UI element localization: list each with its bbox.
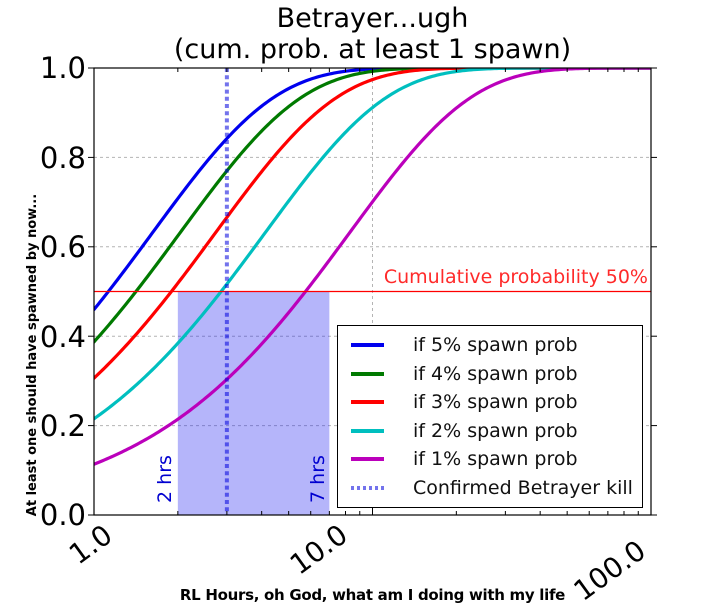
legend-entry-label: if 4% spawn prob xyxy=(413,362,578,385)
curve-3pct xyxy=(94,68,651,380)
y-tick-label: 0.6 xyxy=(39,230,86,264)
legend-line-sample xyxy=(351,371,384,376)
y-tick-label: 0.0 xyxy=(39,498,86,532)
y-tick-label: 1.0 xyxy=(39,51,86,85)
x-axis-label: RL Hours, oh God, what am I doing with m… xyxy=(179,586,566,604)
legend: if 5% spawn prob if 4% spawn prob if 3% sp… xyxy=(337,325,643,508)
fifty-percent-annotation: Cumulative probability 50% xyxy=(383,266,648,288)
legend-entry-label: if 1% spawn prob xyxy=(413,448,578,471)
y-tick-label: 0.4 xyxy=(39,320,86,354)
legend-entry-label: if 2% spawn prob xyxy=(413,419,578,442)
curve-1pct xyxy=(94,68,651,466)
legend-entry: if 3% spawn prob xyxy=(338,388,642,417)
region-start-label: 2 hrs xyxy=(154,455,176,503)
chart-title-line2: (cum. prob. at least 1 spawn) xyxy=(173,34,572,65)
y-tick-label: 0.2 xyxy=(39,409,86,443)
shaded-region xyxy=(177,291,330,515)
legend-line-sample xyxy=(351,400,384,405)
legend-entry: if 2% spawn prob xyxy=(338,417,642,446)
region-end-label: 7 hrs xyxy=(307,455,329,503)
legend-entry-label: if 5% spawn prob xyxy=(413,334,578,357)
legend-entry: if 5% spawn prob xyxy=(338,331,642,360)
legend-line-sample xyxy=(351,343,384,348)
legend-dotted-line-sample xyxy=(351,485,384,490)
legend-entry: if 4% spawn prob xyxy=(338,360,642,389)
chart-title: Betrayer...ugh (cum. prob. at least 1 sp… xyxy=(94,3,651,65)
legend-entry-label: Confirmed Betrayer kill xyxy=(413,476,633,499)
legend-entry-label: if 3% spawn prob xyxy=(413,391,578,414)
legend-entry: Confirmed Betrayer kill xyxy=(338,474,642,503)
legend-line-sample xyxy=(351,457,384,462)
y-axis-label: At least one should have spawned by now.… xyxy=(25,193,40,517)
plot-border xyxy=(93,67,652,516)
chart-title-line1: Betrayer...ugh xyxy=(276,3,469,34)
legend-line-sample xyxy=(351,428,384,433)
legend-entry: if 1% spawn prob xyxy=(338,445,642,474)
y-tick-label: 0.8 xyxy=(39,141,86,175)
